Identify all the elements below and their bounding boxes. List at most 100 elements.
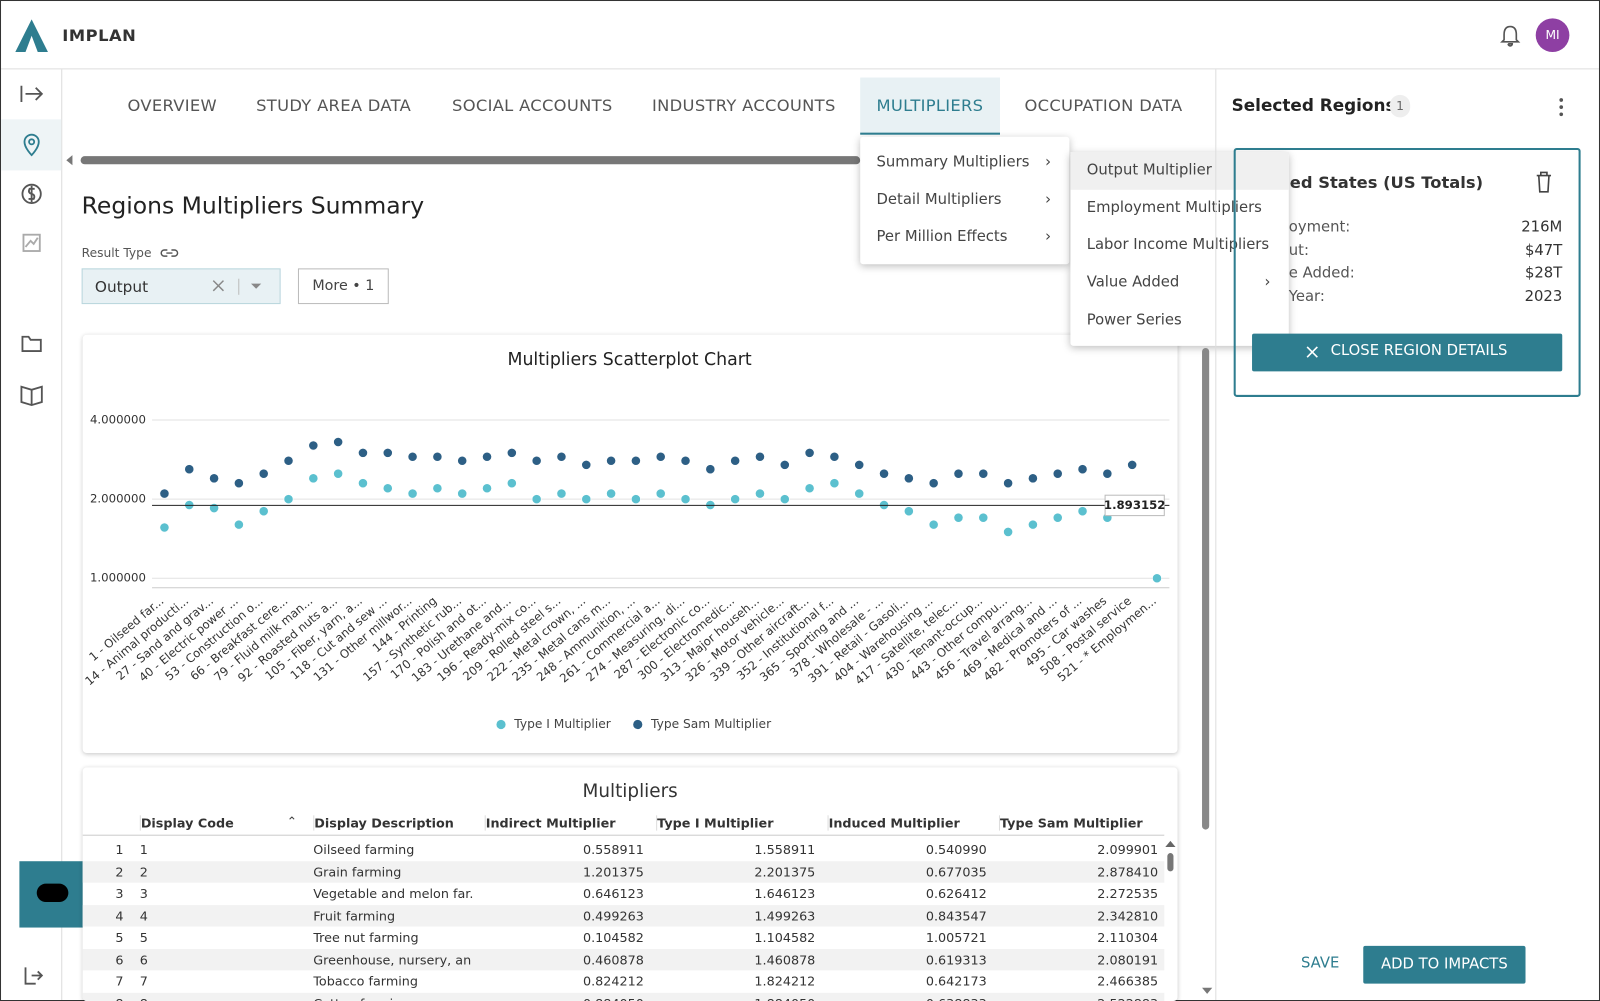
table-cell: 2 [139, 863, 148, 880]
table-cell: Tree nut farming [313, 929, 419, 945]
table-cell: 0.558911 [583, 841, 644, 858]
table-cell: Fruit farming [313, 907, 396, 923]
more-button[interactable]: More • 1 [297, 268, 389, 305]
table-cell: 2.466385 [1097, 973, 1159, 989]
point [382, 483, 393, 494]
column-header[interactable]: Indirect Multiplier [484, 815, 616, 831]
add-to-impacts-button[interactable]: ADD TO IMPACTS [1363, 945, 1526, 984]
submenu-item[interactable]: Value Added › [1070, 264, 1288, 301]
kebab-menu[interactable] [1556, 97, 1566, 117]
tab[interactable]: STUDY AREA DATA [256, 95, 412, 116]
horizontal-scrollbar[interactable] [80, 156, 861, 165]
point [606, 488, 616, 499]
point [730, 494, 741, 505]
point [432, 451, 443, 462]
point [308, 440, 319, 451]
vertical-scrollbar[interactable] [1202, 347, 1210, 830]
table-scrollbar[interactable] [1164, 839, 1176, 1001]
point [1052, 468, 1063, 479]
close-details-button[interactable]: CLOSE REGION DETAILS [1252, 333, 1563, 372]
stat-label: e Added: [1288, 265, 1355, 282]
column-header[interactable]: Display Description [313, 815, 454, 831]
point [333, 437, 344, 447]
scroll-arrow-down[interactable] [1201, 986, 1213, 996]
result-type-select[interactable]: Output [81, 268, 281, 305]
table-cell: 0.642173 [925, 973, 987, 989]
tab[interactable]: SOCIAL ACCOUNTS [452, 95, 613, 116]
table-cell: 8 [83, 995, 123, 1001]
table-cell: 0.824212 [583, 973, 644, 989]
point [631, 455, 641, 466]
point [358, 447, 368, 458]
table-cell: Oilseed farming [313, 841, 415, 858]
table-cell: 6 [139, 951, 148, 967]
stat-label: ut: [1288, 242, 1309, 259]
submenu-item[interactable]: Output Multiplier [1070, 152, 1289, 190]
table-cell: 1.104582 [754, 929, 816, 945]
column-header[interactable]: Display Code [139, 815, 234, 831]
point [1028, 519, 1038, 530]
point [184, 464, 195, 475]
delete-icon[interactable] [1535, 171, 1553, 193]
submenu-item[interactable]: Labor Income Multipliers [1086, 237, 1270, 254]
point [1102, 468, 1113, 479]
point [755, 451, 765, 462]
point [407, 451, 418, 462]
logo [15, 19, 48, 53]
table-cell: 2.201375 [754, 863, 816, 880]
point [233, 478, 244, 489]
point [581, 494, 592, 505]
point [531, 455, 542, 466]
region-name: ed States (US Totals) [1289, 172, 1484, 192]
stat-label: Year: [1288, 288, 1325, 305]
table-cell: 3 [115, 885, 124, 902]
stat-value: 216M [1521, 219, 1563, 236]
menu-item[interactable]: Per Million Effects › [860, 219, 1069, 256]
row-stripe [82, 948, 1165, 971]
y-tick-label: 1.000000 [90, 571, 146, 585]
menu-item[interactable]: Summary Multipliers › [860, 144, 1069, 181]
scroll-arrow[interactable] [64, 154, 74, 166]
link-icon[interactable] [160, 247, 179, 259]
stat-label: oyment: [1288, 219, 1351, 236]
point [928, 478, 939, 489]
sort-arrow[interactable]: ⌃ [286, 814, 298, 829]
tab[interactable]: INDUSTRY ACCOUNTS [652, 95, 836, 116]
table-card: Multipliers Display Code Display Descript… [82, 767, 1178, 1001]
point [953, 512, 964, 523]
table-cell: 0.843547 [925, 907, 987, 923]
submenu-item[interactable]: Power Series [1086, 311, 1182, 329]
column-header[interactable]: Induced Multiplier [827, 815, 960, 831]
chat-button[interactable] [19, 861, 86, 928]
menu-item[interactable]: Detail Multipliers › [860, 181, 1069, 218]
table-cell: 4 [115, 907, 124, 923]
table-cell: 8 [140, 995, 301, 1001]
bell-icon[interactable] [1499, 23, 1521, 47]
save-button[interactable]: SAVE [1301, 955, 1340, 972]
column-header[interactable]: Type Sam Multiplier [998, 815, 1143, 831]
tab[interactable]: OVERVIEW [127, 95, 217, 116]
table-cell: 2 [115, 863, 124, 880]
chevron: › [1045, 191, 1052, 208]
submenu-item[interactable]: Employment Multipliers [1086, 199, 1262, 217]
table-cell: 7 [115, 973, 124, 989]
point [407, 488, 418, 499]
tab[interactable]: OCCUPATION DATA [1024, 95, 1183, 116]
point [779, 494, 790, 505]
point [209, 503, 219, 513]
point [258, 506, 269, 517]
table-cell: 2.272535 [1097, 885, 1159, 902]
table-cell: 1.824212 [754, 973, 816, 989]
point [655, 488, 666, 499]
tab[interactable]: MULTIPLIERS [860, 77, 1000, 135]
avatar[interactable]: MI [1535, 18, 1570, 53]
point [953, 468, 964, 479]
point [854, 459, 865, 470]
column-header[interactable]: Type I Multiplier [656, 815, 774, 831]
point [1077, 506, 1088, 517]
table-cell: 2.099901 [1097, 841, 1159, 858]
point [506, 478, 517, 489]
point [457, 488, 468, 499]
point [1152, 573, 1162, 584]
y-tick-label: 2.000000 [90, 492, 146, 506]
